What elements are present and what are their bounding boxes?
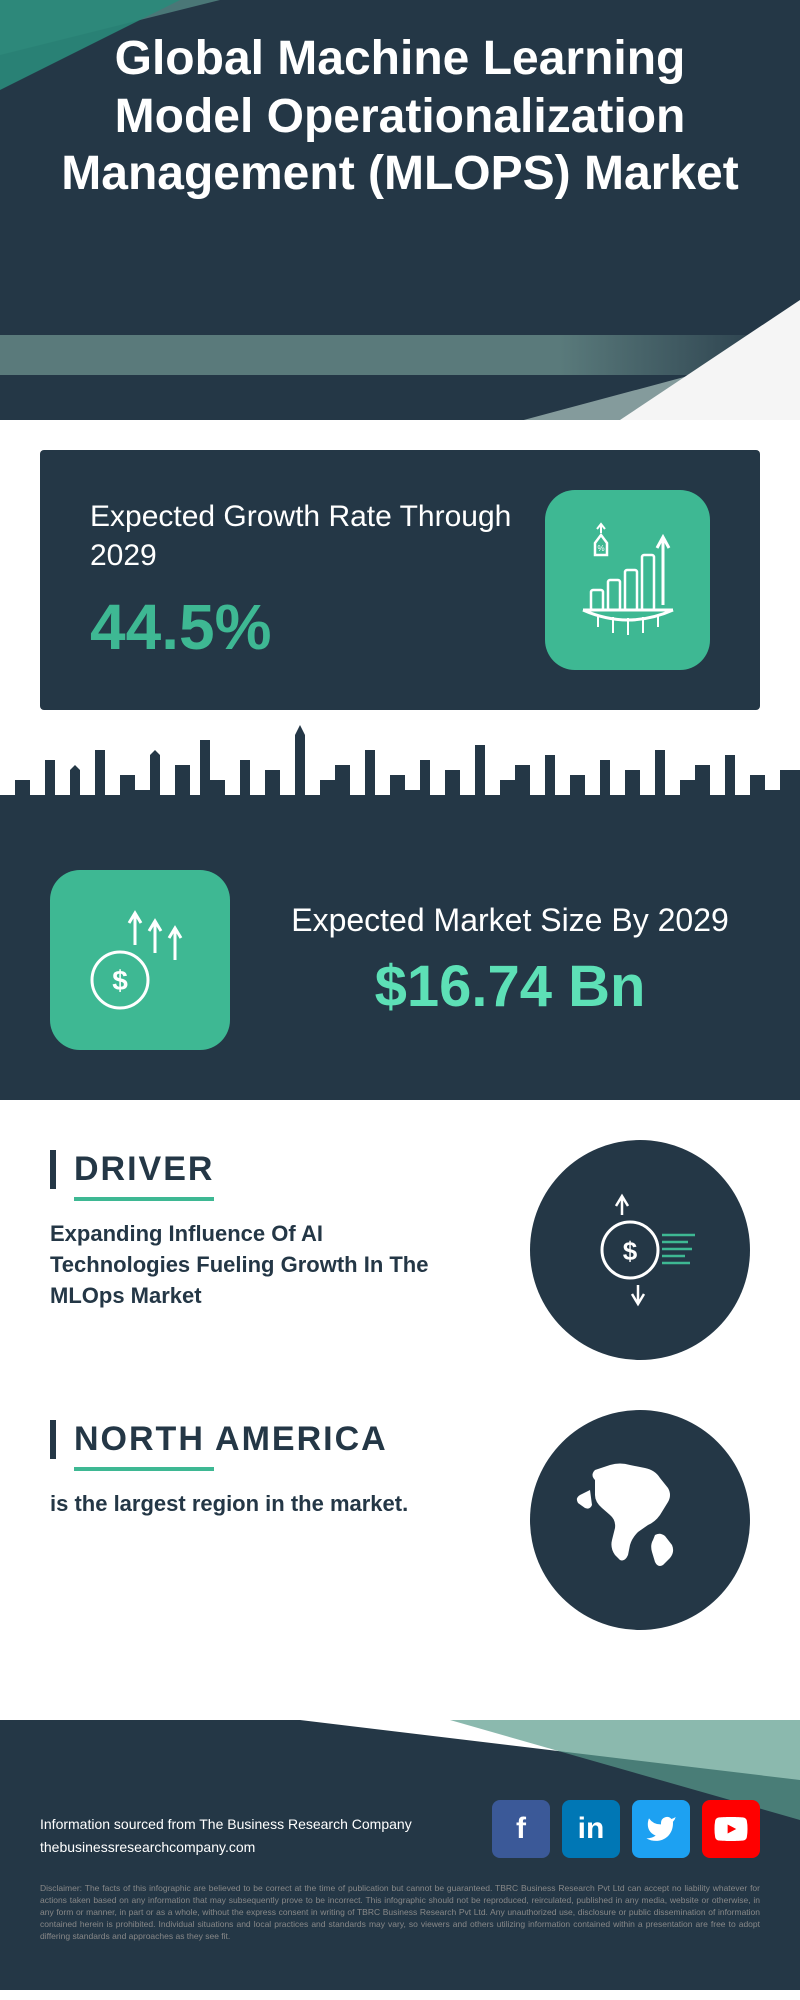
market-size-text: Expected Market Size By 2029 $16.74 Bn [270, 900, 750, 1021]
svg-text:$: $ [623, 1236, 638, 1266]
source-line-1: Information sourced from The Business Re… [40, 1813, 412, 1835]
market-size-label: Expected Market Size By 2029 [270, 900, 750, 942]
market-size-section: $ Expected Market Size By 2029 $16.74 Bn [0, 830, 800, 1100]
linkedin-icon[interactable]: in [562, 1800, 620, 1858]
footer-source-info: Information sourced from The Business Re… [40, 1813, 412, 1858]
growth-rate-box: Expected Growth Rate Through 2029 44.5% … [40, 450, 760, 710]
growth-rate-text: Expected Growth Rate Through 2029 44.5% [90, 497, 545, 664]
region-row: NORTH AMERICA is the largest region in t… [50, 1410, 750, 1630]
growth-rate-value: 44.5% [90, 590, 545, 664]
social-icons: f in [492, 1800, 760, 1858]
footer-section: Information sourced from The Business Re… [0, 1720, 800, 1990]
growth-chart-icon: % [545, 490, 710, 670]
driver-heading: DRIVER [50, 1150, 500, 1189]
footer-content: Information sourced from The Business Re… [40, 1800, 760, 1858]
growth-rate-label: Expected Growth Rate Through 2029 [90, 497, 545, 575]
heading-underline [74, 1467, 214, 1471]
skyline-decoration [0, 710, 800, 830]
growth-rate-section: Expected Growth Rate Through 2029 44.5% … [0, 420, 800, 710]
region-map-icon [530, 1410, 750, 1630]
driver-description: Expanding Influence Of AI Technologies F… [50, 1219, 430, 1311]
svg-text:$: $ [112, 965, 128, 996]
region-text: NORTH AMERICA is the largest region in t… [50, 1410, 500, 1520]
market-size-icon: $ [50, 870, 230, 1050]
driver-text: DRIVER Expanding Influence Of AI Technol… [50, 1140, 500, 1311]
driver-icon: $ [530, 1140, 750, 1360]
twitter-icon[interactable] [632, 1800, 690, 1858]
main-title: Global Machine Learning Model Operationa… [0, 0, 800, 203]
header-section: Global Machine Learning Model Operationa… [0, 0, 800, 420]
disclaimer-text: Disclaimer: The facts of this infographi… [40, 1883, 760, 1942]
facebook-icon[interactable]: f [492, 1800, 550, 1858]
market-size-value: $16.74 Bn [270, 953, 750, 1020]
youtube-icon[interactable] [702, 1800, 760, 1858]
driver-row: DRIVER Expanding Influence Of AI Technol… [50, 1140, 750, 1360]
region-heading: NORTH AMERICA [50, 1420, 500, 1459]
region-description: is the largest region in the market. [50, 1489, 430, 1520]
source-line-2: thebusinessresearchcompany.com [40, 1836, 412, 1858]
header-decoration [620, 300, 800, 420]
heading-underline [74, 1197, 214, 1201]
svg-text:%: % [597, 544, 604, 553]
info-section: DRIVER Expanding Influence Of AI Technol… [0, 1100, 800, 1720]
